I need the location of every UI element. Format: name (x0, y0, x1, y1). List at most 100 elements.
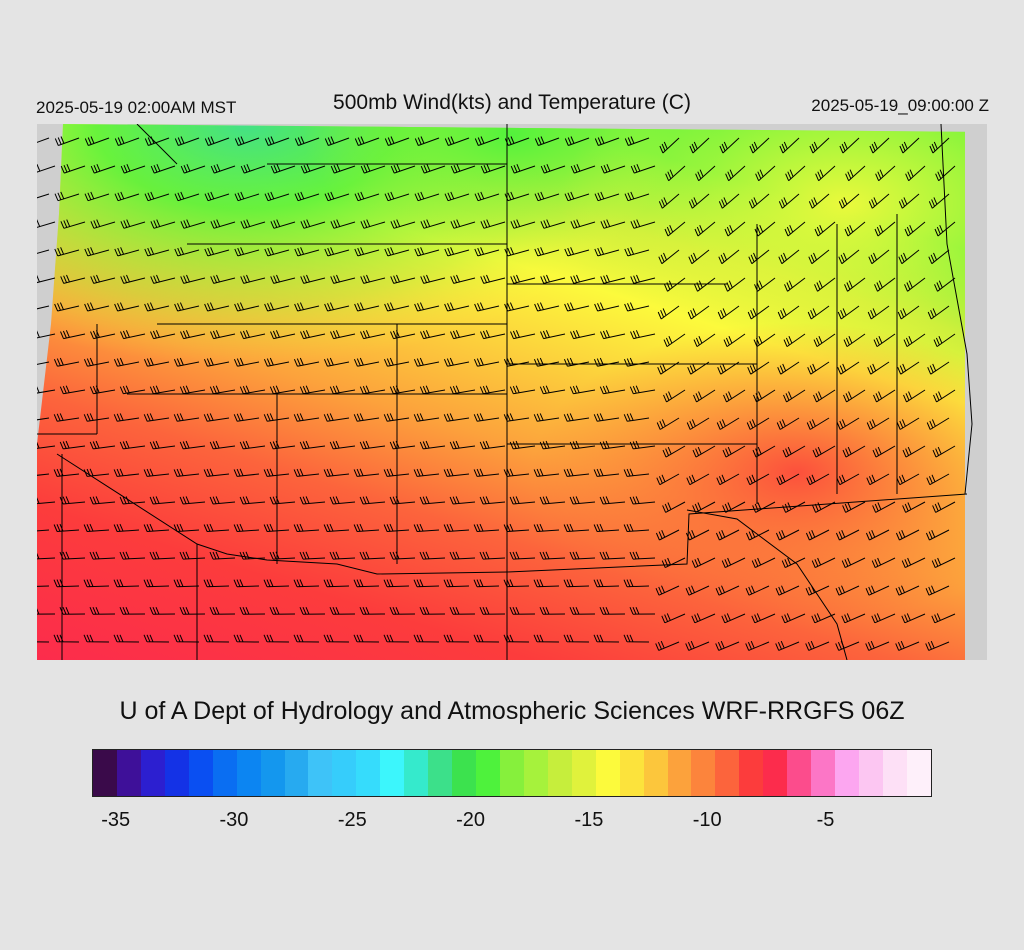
wind-barb (143, 579, 170, 588)
wind-barb (905, 165, 926, 182)
wind-barb (933, 389, 956, 403)
wind-barb (624, 302, 650, 312)
wind-barb (688, 249, 710, 265)
wind-barb (745, 640, 770, 651)
colorbar-ticks: -35 -30 -25 -20 -15 -10 -5 (92, 809, 932, 839)
wind-barb (419, 496, 446, 505)
wind-barb (60, 219, 86, 229)
wind-barb (687, 361, 710, 375)
wind-barb (717, 305, 740, 320)
wind-barb (600, 274, 626, 284)
wind-barb (813, 333, 836, 348)
wind-barb (897, 305, 920, 320)
wind-barb (480, 274, 506, 284)
wind-barb (510, 164, 536, 174)
colorbar-cell (380, 750, 405, 796)
wind-barb (413, 579, 440, 588)
wind-barb (868, 193, 890, 209)
wind-barb (533, 634, 560, 643)
wind-barb (419, 551, 446, 560)
wind-barb (715, 585, 740, 596)
wind-barb (781, 613, 806, 624)
wind-barb (902, 501, 926, 513)
wind-barb (83, 357, 110, 367)
wind-barb (90, 164, 116, 174)
wind-barb (83, 634, 110, 643)
wind-barb (600, 219, 626, 229)
wind-barb (503, 357, 530, 367)
wind-barb (233, 468, 260, 477)
wind-barb (354, 247, 380, 257)
wind-barb (473, 523, 500, 532)
colorbar-tick-label: -15 (574, 809, 604, 831)
wind-barb (563, 413, 590, 422)
wind-barb (655, 585, 680, 596)
wind-barb (269, 385, 296, 395)
wind-barb (119, 440, 146, 450)
colorbar-cell (523, 750, 548, 796)
wind-barb (629, 385, 656, 395)
wind-barb (144, 247, 170, 257)
wind-barb (329, 607, 356, 615)
wind-barb (299, 496, 326, 505)
wind-barb (473, 634, 500, 643)
wind-barb (745, 585, 770, 596)
wind-barb (330, 164, 356, 174)
wind-barb (480, 164, 506, 174)
wind-barb (270, 330, 296, 340)
wind-barb (59, 496, 86, 505)
wind-barb (203, 523, 230, 532)
wind-barb (655, 640, 680, 651)
wind-barb (534, 136, 560, 146)
wind-barb (37, 585, 50, 587)
wind-barb (570, 274, 596, 284)
wind-barb (414, 302, 440, 312)
wind-barb (119, 496, 146, 505)
wind-barb (204, 136, 230, 146)
colorbar-tick-label: -20 (456, 809, 486, 831)
wind-barb (449, 385, 476, 395)
wind-barb (474, 302, 500, 312)
wind-barb (784, 277, 806, 292)
wind-barb (180, 219, 206, 229)
wind-barb (782, 445, 806, 458)
wind-barb (895, 529, 920, 541)
wind-barb (718, 193, 740, 209)
wind-barb (269, 440, 296, 450)
wind-barb (807, 361, 830, 375)
wind-barb (687, 305, 710, 320)
wind-barb (389, 607, 416, 615)
wind-barb (180, 274, 206, 284)
wind-barb (234, 302, 260, 312)
wind-barb (934, 277, 956, 292)
wind-barb (629, 496, 656, 505)
wind-barb (269, 496, 296, 505)
wind-barb (120, 164, 146, 174)
wind-barb (90, 274, 116, 284)
wind-barb (329, 385, 356, 395)
wind-barb (777, 361, 800, 375)
wind-barb (209, 607, 236, 615)
wind-barb (360, 274, 386, 284)
colorbar-cell (571, 750, 596, 796)
wind-barb (718, 249, 740, 265)
wind-barb (664, 221, 686, 237)
wind-barb (722, 445, 746, 458)
wind-barb (806, 417, 830, 430)
wind-barb (324, 136, 350, 146)
wind-barb (663, 333, 686, 348)
wind-barb (657, 361, 680, 375)
colorbar-tick-label: -10 (692, 809, 722, 831)
wind-barb (754, 277, 776, 292)
wind-barb (719, 137, 740, 154)
wind-barb (323, 357, 350, 367)
wind-barb (752, 501, 776, 513)
wind-barb (179, 440, 206, 450)
wind-barb (686, 417, 710, 430)
wind-barb (294, 191, 320, 202)
wind-barb (935, 165, 956, 182)
wind-barb (383, 357, 410, 367)
wind-barb (269, 607, 296, 615)
wind-barb (173, 523, 200, 532)
wind-barb (174, 302, 200, 312)
